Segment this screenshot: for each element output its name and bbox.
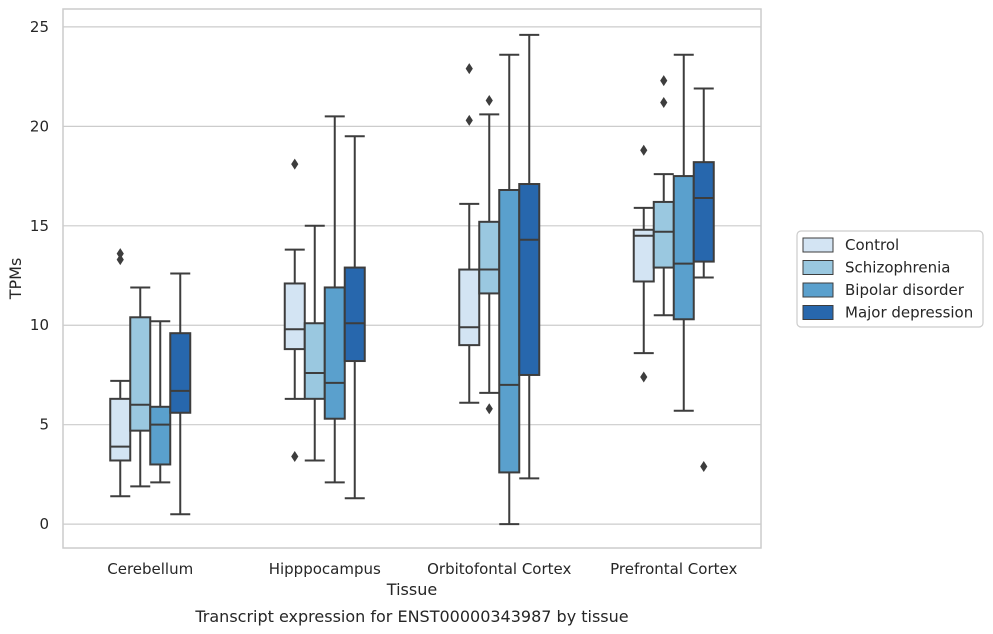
outlier-point (485, 403, 493, 415)
outlier-point (465, 114, 473, 126)
box (283, 282, 306, 351)
y-tick-label: 10 (30, 316, 49, 334)
outlier-point (640, 371, 648, 383)
x-axis-label: Tissue (386, 580, 437, 599)
box (632, 228, 655, 283)
box (518, 183, 541, 376)
plot-area (62, 8, 762, 549)
box-group (458, 33, 541, 526)
legend-label: Control (845, 236, 899, 254)
box-group (632, 53, 715, 472)
x-tick-label: Prefrontal Cortex (610, 560, 737, 578)
box-groups (109, 33, 715, 526)
x-axis-ticks: Cerebellum Hipppocampus Orbitofontal Corte… (107, 560, 737, 578)
y-tick-label: 15 (30, 217, 49, 235)
outlier-point (700, 460, 708, 472)
figure-caption: Transcript expression for ENST0000034398… (194, 607, 628, 626)
box-group (109, 248, 192, 516)
outlier-point (660, 96, 668, 108)
y-tick-label: 25 (30, 18, 49, 36)
box (129, 316, 152, 432)
legend: Control Schizophrenia Bipolar disorder Majo… (796, 230, 984, 328)
box (149, 405, 172, 466)
y-axis-ticks: 0 5 10 15 20 25 (30, 18, 49, 533)
box (498, 188, 521, 474)
y-tick-label: 5 (39, 416, 49, 434)
y-tick-label: 20 (30, 117, 49, 135)
outlier-point (116, 248, 124, 260)
outlier-point (660, 75, 668, 87)
box (303, 322, 326, 400)
y-axis-label: TPMs (6, 258, 25, 301)
plot-border (62, 8, 762, 549)
outlier-point (291, 451, 299, 463)
box-group (283, 115, 366, 500)
legend-frame (796, 230, 984, 328)
box (169, 332, 192, 414)
legend-swatch (802, 237, 834, 253)
box (672, 175, 695, 321)
legend-swatch (802, 282, 834, 298)
legend-label: Schizophrenia (845, 259, 950, 277)
legend-swatch (802, 260, 834, 275)
y-tick-label: 0 (39, 515, 49, 533)
box (652, 200, 675, 269)
box (343, 266, 366, 363)
outlier-point (485, 94, 493, 106)
box (692, 161, 715, 263)
box (109, 397, 132, 462)
x-tick-label: Cerebellum (107, 560, 193, 578)
box (323, 286, 346, 420)
outlier-point (640, 144, 648, 156)
box (458, 268, 481, 347)
outlier-point (291, 158, 299, 170)
x-tick-label: Orbitofontal Cortex (427, 560, 571, 578)
legend-label: Major depression (845, 304, 973, 322)
box (478, 220, 501, 295)
outlier-point (116, 254, 124, 266)
outlier-point (465, 63, 473, 75)
legend-swatch (802, 305, 834, 320)
x-tick-label: Hipppocampus (269, 560, 381, 578)
plot-frame (63, 9, 761, 548)
legend-label: Bipolar disorder (845, 281, 965, 299)
